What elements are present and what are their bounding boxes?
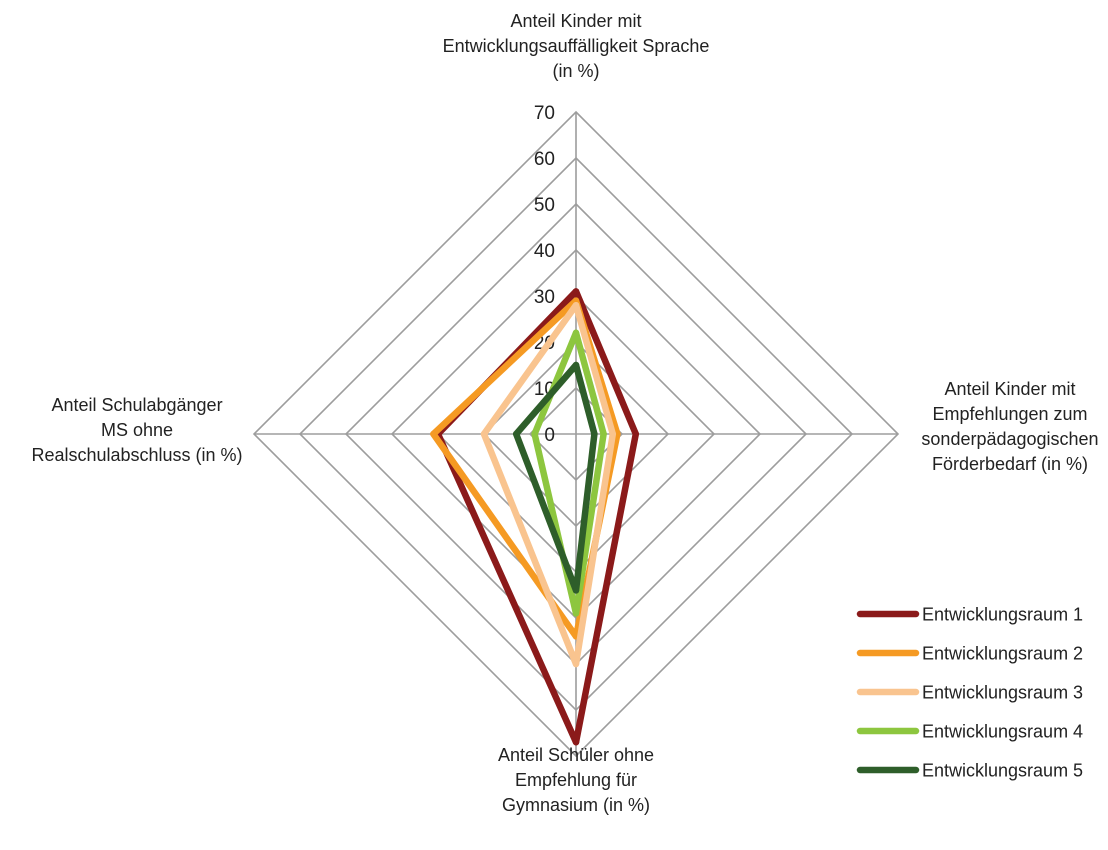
data-point-s4-a4 bbox=[531, 430, 538, 438]
legend-label-3: Entwicklungsraum 3 bbox=[922, 683, 1083, 703]
axis-label-1: Anteil Kinder mit Entwicklungsauffälligke… bbox=[443, 11, 710, 81]
axis-label-line: Realschulabschluss (in %) bbox=[31, 445, 242, 465]
tick-label-60: 60 bbox=[534, 149, 555, 170]
axis-label-line: Anteil Schüler ohne bbox=[498, 745, 654, 765]
radar-series bbox=[430, 288, 640, 746]
data-point-s2-a4 bbox=[430, 430, 437, 438]
data-point-s1-a3 bbox=[572, 739, 580, 746]
axis-label-line: sonderpädagogischen bbox=[921, 429, 1098, 449]
legend-item-4: Entwicklungsraum 4 bbox=[856, 722, 1083, 742]
axis-label-4: Anteil Schulabgänger MS ohne Realschulabsc… bbox=[31, 395, 242, 465]
axis-label-2: Anteil Kinder mit Empfehlungen zum sonderp… bbox=[921, 379, 1098, 474]
axis-label-3: Anteil Schüler ohne Empfehlung für Gymnasi… bbox=[498, 745, 654, 815]
data-point-s3-a3 bbox=[572, 660, 580, 668]
axis-label-line: Anteil Kinder mit bbox=[510, 11, 641, 31]
data-point-s3-a4 bbox=[480, 430, 488, 438]
axis-label-line: (in %) bbox=[552, 61, 599, 81]
tick-label-40: 40 bbox=[534, 241, 555, 262]
legend-item-3: Entwicklungsraum 3 bbox=[856, 683, 1083, 703]
legend: Entwicklungsraum 1 Entwicklungsraum 2 Entw… bbox=[856, 605, 1083, 781]
data-point-s5-a2 bbox=[591, 430, 598, 438]
data-point-s4-a1 bbox=[572, 329, 580, 336]
tick-label-30: 30 bbox=[534, 287, 555, 308]
axis-label-line: Anteil Kinder mit bbox=[944, 379, 1075, 399]
data-point-s2-a1 bbox=[572, 297, 580, 304]
data-point-s1-a1 bbox=[572, 288, 580, 295]
axis-label-line: Empfehlung für bbox=[515, 770, 637, 790]
tick-label-70: 70 bbox=[534, 103, 555, 124]
axis-labels: Anteil Kinder mit Entwicklungsauffälligke… bbox=[31, 11, 1098, 815]
tick-label-0: 0 bbox=[544, 425, 555, 446]
legend-label-2: Entwicklungsraum 2 bbox=[922, 644, 1083, 664]
data-point-s1-a2 bbox=[632, 430, 639, 438]
data-point-s5-a3 bbox=[572, 587, 580, 594]
axis-label-line: Gymnasium (in %) bbox=[502, 795, 650, 815]
data-point-s3-a1 bbox=[572, 302, 580, 309]
legend-label-4: Entwicklungsraum 4 bbox=[922, 722, 1083, 742]
data-point-s3-a2 bbox=[609, 430, 616, 438]
series-3 bbox=[480, 301, 617, 668]
legend-item-1: Entwicklungsraum 1 bbox=[856, 605, 1083, 625]
legend-item-5: Entwicklungsraum 5 bbox=[856, 761, 1083, 781]
tick-label-50: 50 bbox=[534, 195, 555, 216]
axis-label-line: Förderbedarf (in %) bbox=[932, 454, 1088, 474]
legend-label-1: Entwicklungsraum 1 bbox=[922, 605, 1083, 625]
axis-label-line: Entwicklungsauffälligkeit Sprache bbox=[443, 36, 710, 56]
series-5 bbox=[512, 361, 598, 594]
data-point-s4-a2 bbox=[600, 430, 607, 438]
data-point-s5-a1 bbox=[572, 361, 580, 369]
axis-label-line: Anteil Schulabgänger bbox=[51, 395, 222, 415]
data-point-s4-a3 bbox=[572, 610, 580, 617]
data-point-s5-a4 bbox=[513, 430, 520, 438]
legend-label-5: Entwicklungsraum 5 bbox=[922, 761, 1083, 781]
axis-label-line: Empfehlungen zum bbox=[932, 404, 1087, 424]
axis-label-line: MS ohne bbox=[101, 420, 173, 440]
legend-item-2: Entwicklungsraum 2 bbox=[856, 644, 1083, 664]
